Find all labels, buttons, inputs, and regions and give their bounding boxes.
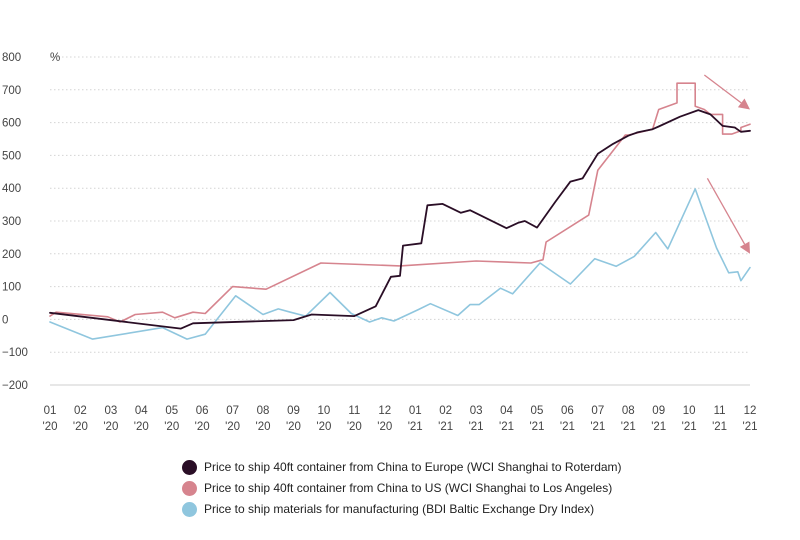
- x-tick-label-year: '21: [651, 421, 666, 433]
- x-tick-label-year: '21: [438, 421, 453, 433]
- line-chart: −200 −100 0 100 200 300 400 500 600 700 800 % 01 '2…: [2, 52, 758, 433]
- x-tick-label-month: 08: [622, 405, 635, 417]
- x-tick-label-month: 04: [135, 405, 148, 417]
- x-tick-label-month: 07: [591, 405, 604, 417]
- x-tick-label-month: 11: [348, 405, 360, 417]
- y-tick-label: 300: [2, 216, 21, 228]
- trend-arrow-head: [739, 241, 750, 254]
- y-tick-label: 800: [2, 52, 21, 64]
- x-tick-label-year: '20: [347, 421, 362, 433]
- x-tick-label-year: '20: [43, 421, 58, 433]
- x-tick-label-month: 05: [531, 405, 544, 417]
- x-tick-label-month: 03: [104, 405, 117, 417]
- legend-label-bdi: Price to ship materials for manufacturin…: [204, 502, 595, 516]
- y-tick-label: 700: [2, 85, 21, 97]
- x-tick-label-month: 12: [744, 405, 757, 417]
- x-tick-label-year: '20: [256, 421, 271, 433]
- x-axis: 01 '20 02 '20 03 '20 04 '20 05 '20 06 '20 07 '20 08 '20…: [43, 405, 758, 433]
- x-tick-label-year: '20: [316, 421, 331, 433]
- legend-label-europe: Price to ship 40ft container from China …: [204, 460, 622, 474]
- x-tick-label-month: 11: [714, 405, 726, 417]
- series-line-europe: [49, 109, 751, 330]
- x-tick-label-year: '20: [73, 421, 88, 433]
- x-tick-label-year: '21: [590, 421, 605, 433]
- x-tick-label-year: '21: [408, 421, 423, 433]
- x-tick-label-year: '20: [103, 421, 118, 433]
- y-tick-label: 0: [2, 314, 8, 326]
- legend-item-us: Price to ship 40ft container from China …: [182, 478, 622, 498]
- x-tick-label-month: 06: [196, 405, 209, 417]
- x-tick-label-month: 02: [74, 405, 87, 417]
- y-tick-label: −100: [2, 347, 28, 359]
- legend-item-bdi: Price to ship materials for manufacturin…: [182, 499, 622, 519]
- x-tick-label-year: '21: [621, 421, 636, 433]
- legend-swatch-europe: [182, 459, 197, 475]
- x-tick-label-year: '21: [529, 421, 544, 433]
- x-tick-label-year: '21: [560, 421, 575, 433]
- x-tick-label-month: 03: [470, 405, 483, 417]
- x-tick-label-year: '20: [377, 421, 392, 433]
- x-tick-label-year: '20: [134, 421, 149, 433]
- y-tick-label: 100: [2, 282, 21, 294]
- series-line-bdi: [49, 188, 751, 340]
- legend-swatch-us: [182, 480, 197, 496]
- x-tick-label-month: 06: [561, 405, 574, 417]
- y-axis: −200 −100 0 100 200 300 400 500 600 700 800: [2, 52, 28, 392]
- x-tick-label-month: 01: [409, 405, 422, 417]
- x-tick-label-month: 09: [652, 405, 665, 417]
- y-tick-label: 400: [2, 183, 21, 195]
- x-tick-label-month: 02: [439, 405, 452, 417]
- x-tick-label-month: 12: [378, 405, 391, 417]
- x-tick-label-month: 09: [287, 405, 300, 417]
- x-tick-label-month: 01: [44, 405, 57, 417]
- x-tick-label-month: 05: [165, 405, 178, 417]
- y-tick-label: 500: [2, 150, 21, 162]
- chart-legend: Price to ship 40ft container from China …: [182, 457, 622, 520]
- x-tick-label-year: '20: [286, 421, 301, 433]
- series-line-us: [49, 82, 751, 323]
- x-tick-label-year: '21: [682, 421, 697, 433]
- trend-arrow-line: [706, 178, 746, 245]
- x-tick-label-month: 07: [226, 405, 239, 417]
- trend-arrow-head: [737, 98, 750, 110]
- legend-swatch-bdi: [182, 501, 197, 517]
- x-tick-label-year: '20: [195, 421, 210, 433]
- y-tick-label: 200: [2, 249, 21, 261]
- y-tick-label: 600: [2, 118, 21, 130]
- x-tick-label-year: '21: [469, 421, 484, 433]
- trend-arrow-line: [703, 74, 742, 104]
- x-tick-label-month: 08: [257, 405, 270, 417]
- y-tick-label: −200: [2, 380, 28, 392]
- x-tick-label-year: '20: [225, 421, 240, 433]
- x-tick-label-month: 10: [683, 405, 696, 417]
- gridlines: [50, 56, 750, 386]
- series-lines: [49, 82, 751, 340]
- legend-label-us: Price to ship 40ft container from China …: [204, 481, 613, 495]
- x-tick-label-year: '21: [499, 421, 514, 433]
- x-tick-label-year: '21: [743, 421, 758, 433]
- trend-arrows: [703, 74, 750, 254]
- y-axis-unit-label: %: [50, 52, 60, 64]
- legend-item-europe: Price to ship 40ft container from China …: [182, 457, 622, 477]
- x-tick-label-month: 10: [318, 405, 331, 417]
- x-tick-label-year: '20: [164, 421, 179, 433]
- x-tick-label-year: '21: [712, 421, 727, 433]
- x-tick-label-month: 04: [500, 405, 513, 417]
